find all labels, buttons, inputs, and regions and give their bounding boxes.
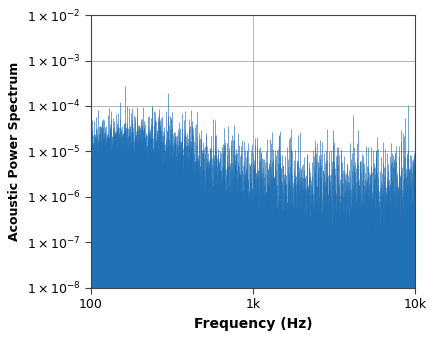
Y-axis label: Acoustic Power Spectrum: Acoustic Power Spectrum	[8, 62, 21, 241]
X-axis label: Frequency (Hz): Frequency (Hz)	[193, 317, 312, 331]
